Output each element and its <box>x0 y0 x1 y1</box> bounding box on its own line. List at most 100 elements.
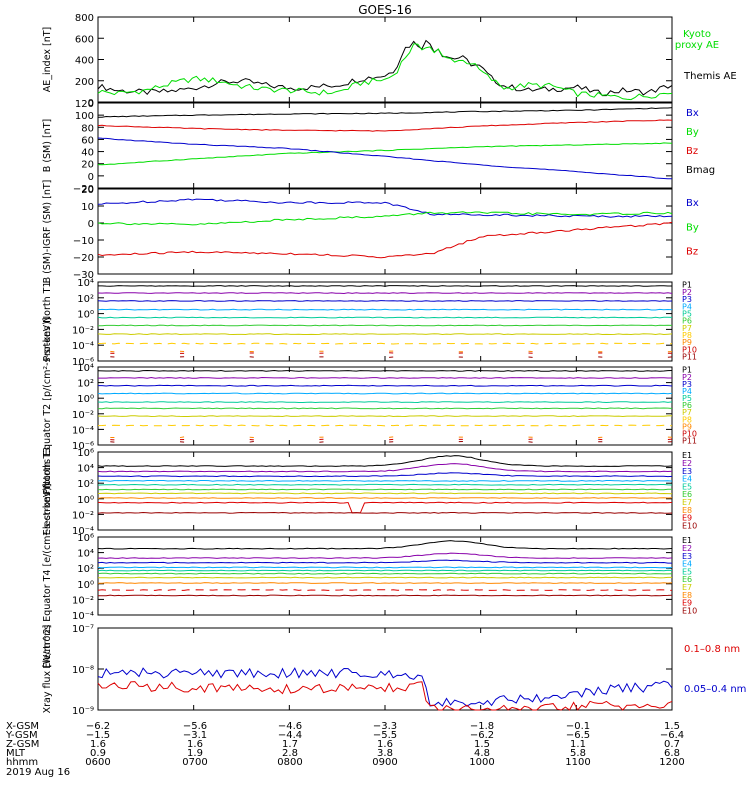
legend-item: P3 <box>682 380 692 389</box>
xaxis-cell: 1.5 <box>474 739 490 750</box>
y-tick-label: 10⁻⁸ <box>72 665 94 676</box>
xaxis-row-label: X-GSM <box>6 721 39 732</box>
y-tick-label: 10² <box>77 379 94 390</box>
series-p8 <box>97 342 673 345</box>
series-e9 <box>97 589 673 591</box>
series-bz <box>97 119 673 132</box>
legend: Bx By Bz Bmag <box>686 108 715 176</box>
y-tick-label: 10⁶ <box>77 533 94 544</box>
series-line <box>97 552 673 559</box>
series-p1 <box>97 369 673 372</box>
legend-item: E9 <box>682 514 692 523</box>
xaxis-cell: 0600 <box>85 757 110 768</box>
xaxis-cell: 0.9 <box>90 748 106 759</box>
series-e7 <box>97 576 672 579</box>
y-tick-label: 0 <box>88 219 94 230</box>
y-tick-label: 10² <box>77 479 94 490</box>
y-tick-label: 200 <box>75 77 94 88</box>
legend-item: P9 <box>682 422 692 431</box>
legend-item: E5 <box>682 482 692 491</box>
y-tick-label: 10⁻⁴ <box>72 526 94 537</box>
y-tick-label: 400 <box>75 56 94 67</box>
series-line <box>97 472 673 478</box>
y-axis-label: Electrons Equator T4 [e/(cm²-s-sr-keV)] <box>42 483 53 668</box>
y-tick-label: 60 <box>81 135 94 146</box>
legend-item: E10 <box>682 606 697 615</box>
legend-item: By <box>686 222 699 233</box>
series-p9 <box>110 350 673 353</box>
y-tick-label: 20 <box>81 185 94 196</box>
series-line <box>97 342 673 345</box>
xaxis-cell: −6.4 <box>660 730 684 741</box>
y-tick-label: 10⁻² <box>72 595 94 606</box>
legend-item: E3 <box>682 467 692 476</box>
legend-item: Bx <box>686 108 699 119</box>
xaxis-row-label: hhmm <box>6 757 38 768</box>
series-line <box>97 198 673 218</box>
series-p2 <box>97 292 673 295</box>
y-axis-label: Electrons North T3 <box>42 447 53 535</box>
y-tick-label: 0 <box>88 172 94 183</box>
y-axis-label: AE_index [nT] <box>42 27 53 93</box>
series-line <box>97 392 673 395</box>
series-p11 <box>110 441 673 443</box>
xaxis-row-label: Y-GSM <box>5 730 38 741</box>
data-segment <box>249 441 254 443</box>
legend-item: Bx <box>686 198 699 209</box>
xaxis-cell: −3.3 <box>373 721 397 732</box>
series-p5 <box>97 316 673 319</box>
series-line <box>97 43 673 101</box>
legend-item: P6 <box>682 317 692 326</box>
legend-item: P2 <box>682 288 692 297</box>
xaxis-cell: 2.8 <box>282 748 298 759</box>
y-tick-label: −30 <box>73 270 94 281</box>
xaxis-cell: −6.2 <box>470 730 494 741</box>
panel-frame <box>97 102 673 189</box>
xaxis-cell: −6.5 <box>566 730 590 741</box>
legend-item: E7 <box>682 583 692 592</box>
legend: Bx By Bz <box>686 198 699 258</box>
series-e7 <box>97 492 673 495</box>
series-line <box>97 479 673 482</box>
series-line <box>97 492 673 495</box>
xaxis-cell: 4.8 <box>474 748 490 759</box>
legend-item: P1 <box>682 281 692 290</box>
series-line <box>97 576 672 579</box>
xaxis-cell: 6.8 <box>664 748 680 759</box>
series-e6 <box>97 488 673 491</box>
y-tick-label: 10⁶ <box>77 448 94 459</box>
series-bx <box>97 198 673 218</box>
series-p8 <box>97 424 673 427</box>
xaxis-cell: −0.1 <box>566 721 590 732</box>
xaxis-cell: 5.8 <box>570 748 586 759</box>
legend-item: E2 <box>682 544 692 553</box>
series-p6 <box>98 324 673 327</box>
xaxis-cell: 3.8 <box>377 748 393 759</box>
y-tick-label: 600 <box>75 34 94 45</box>
y-tick-label: 10⁻⁷ <box>72 624 94 635</box>
series-line <box>97 501 673 514</box>
series-line <box>97 566 673 569</box>
data-segment <box>179 436 185 439</box>
series-line <box>98 594 673 597</box>
y-tick-label: 10⁴ <box>77 278 94 289</box>
y-tick-label: 10⁰ <box>77 394 94 405</box>
panel-6: 10⁶ 10⁴ 10² 10⁰ 10⁻² 10⁻⁴ Electrons North T3 E1… <box>42 447 697 537</box>
legend-item: E5 <box>682 567 692 576</box>
y-tick-label: 80 <box>81 123 94 134</box>
y-tick-label: 10⁻² <box>72 410 94 421</box>
legend-item: P10 <box>682 345 697 354</box>
series-e2 <box>97 463 673 473</box>
legend-item: P4 <box>682 387 692 396</box>
data-segment <box>389 436 394 438</box>
legend-item: 0.05–0.4 nm <box>684 684 746 695</box>
y-tick-label: 10⁴ <box>77 549 94 560</box>
series-e4 <box>97 479 673 482</box>
y-tick-label: 10⁻² <box>72 325 94 336</box>
series-line <box>97 119 673 132</box>
